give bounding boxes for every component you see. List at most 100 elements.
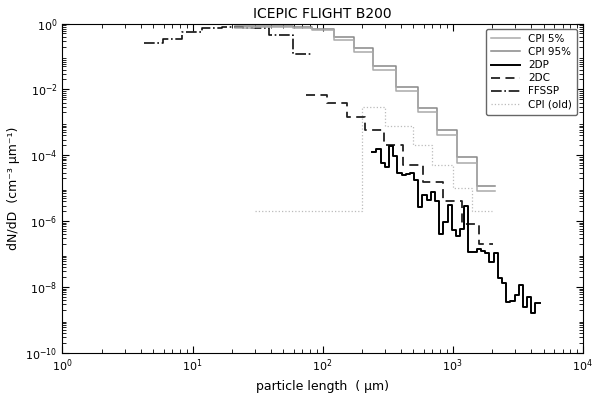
CPI 5% — [331, 38, 338, 42]
CPI 95% — [231, 24, 238, 29]
CPI 5% — [454, 133, 461, 138]
FFSSP — [179, 36, 186, 41]
CPI 5% — [392, 88, 400, 93]
Line: CPI 95%: CPI 95% — [235, 26, 495, 186]
CPI 5% — [434, 110, 441, 115]
FFSSP — [159, 41, 166, 46]
CPI 5% — [350, 49, 357, 54]
CPI (old) — [429, 163, 436, 168]
Legend: CPI 5%, CPI 95%, 2DP, 2DC, FFSSP, CPI (old): CPI 5%, CPI 95%, 2DP, 2DC, FFSSP, CPI (o… — [485, 29, 577, 115]
CPI 5% — [350, 38, 357, 42]
CPI 95% — [392, 84, 400, 89]
2DP — [368, 149, 376, 154]
CPI 5% — [473, 160, 480, 165]
CPI 5% — [289, 25, 296, 30]
FFSSP — [218, 25, 225, 30]
CPI 5% — [270, 25, 277, 30]
Y-axis label: dN/dD  (cm⁻³ μm⁻¹): dN/dD (cm⁻³ μm⁻¹) — [7, 126, 20, 250]
FFSSP — [218, 26, 225, 31]
CPI 95% — [473, 183, 480, 188]
CPI 5% — [370, 68, 377, 73]
CPI (old) — [488, 209, 496, 214]
Line: 2DP: 2DP — [372, 146, 539, 313]
CPI 5% — [370, 49, 377, 54]
2DC — [343, 114, 350, 119]
FFSSP — [199, 26, 206, 31]
2DP — [385, 144, 392, 148]
2DC — [380, 143, 388, 148]
CPI 5% — [491, 189, 499, 194]
2DC — [361, 127, 368, 132]
CPI (old) — [410, 123, 417, 128]
2DC — [302, 92, 310, 97]
FFSSP — [289, 52, 296, 56]
CPI (old) — [381, 104, 388, 109]
Line: CPI 5%: CPI 5% — [235, 27, 495, 192]
2DC — [400, 163, 407, 168]
CPI 5% — [331, 28, 338, 33]
FFSSP — [179, 30, 186, 34]
CPI 95% — [270, 24, 277, 28]
2DP — [536, 301, 543, 306]
CPI (old) — [410, 143, 417, 148]
2DC — [323, 100, 331, 105]
CPI 95% — [331, 26, 338, 31]
FFSSP — [239, 25, 247, 30]
CPI 5% — [250, 25, 257, 30]
CPI (old) — [381, 104, 388, 109]
2DC — [439, 199, 446, 204]
2DC — [475, 222, 482, 227]
2DC — [419, 180, 427, 185]
CPI 95% — [350, 46, 357, 50]
FFSSP — [140, 41, 148, 46]
CPI (old) — [468, 209, 475, 214]
FFSSP — [289, 32, 296, 37]
CPI (old) — [410, 123, 417, 128]
CPI 5% — [414, 110, 421, 115]
Line: FFSSP: FFSSP — [144, 27, 312, 54]
CPI 95% — [331, 35, 338, 40]
CPI 5% — [231, 25, 238, 30]
2DC — [490, 242, 497, 247]
CPI (old) — [410, 143, 417, 148]
CPI 95% — [491, 183, 499, 188]
CPI 95% — [454, 127, 461, 132]
CPI (old) — [468, 186, 475, 191]
2DC — [361, 114, 368, 119]
CPI (old) — [358, 209, 365, 214]
CPI (old) — [449, 186, 456, 191]
CPI (old) — [381, 123, 388, 128]
2DP — [469, 250, 476, 254]
CPI (old) — [429, 163, 436, 168]
2DP — [486, 251, 493, 256]
CPI 95% — [309, 26, 316, 31]
2DP — [473, 250, 481, 254]
2DC — [458, 199, 466, 204]
CPI (old) — [449, 163, 456, 168]
2DP — [478, 249, 485, 254]
2DC — [475, 242, 482, 247]
CPI 95% — [250, 24, 257, 28]
CPI 95% — [250, 24, 257, 29]
CPI 95% — [370, 46, 377, 50]
CPI 95% — [350, 35, 357, 40]
CPI 95% — [270, 24, 277, 28]
2DP — [527, 311, 535, 316]
CPI 5% — [270, 25, 277, 30]
2DC — [343, 100, 350, 105]
CPI 5% — [250, 25, 257, 30]
CPI (old) — [358, 104, 365, 109]
CPI (old) — [381, 123, 388, 128]
CPI 95% — [309, 24, 316, 29]
CPI 95% — [414, 84, 421, 89]
2DC — [458, 222, 466, 227]
Line: 2DC: 2DC — [306, 94, 493, 244]
CPI 5% — [289, 26, 296, 31]
CPI 5% — [434, 133, 441, 138]
FFSSP — [239, 26, 247, 31]
CPI 5% — [414, 88, 421, 93]
CPI (old) — [468, 186, 475, 191]
CPI (old) — [429, 143, 436, 148]
CPI 5% — [454, 160, 461, 165]
Line: CPI (old): CPI (old) — [254, 107, 492, 211]
